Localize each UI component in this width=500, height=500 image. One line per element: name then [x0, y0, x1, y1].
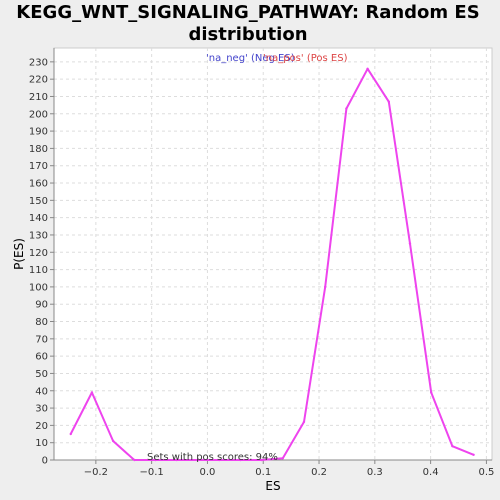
data-point [133, 458, 136, 462]
y-tick-label: 100 [29, 282, 48, 293]
x-axis-ticks: −0.2 −0.1 0.0 0.1 0.2 0.3 0.4 0.5 [84, 460, 494, 478]
x-tick-label: 0.4 [423, 467, 439, 478]
y-tick-label: 80 [35, 317, 48, 328]
series-line [69, 67, 474, 461]
y-tick-label: 230 [29, 57, 48, 68]
data-point [323, 285, 327, 289]
y-tick-label: 10 [35, 438, 48, 449]
y-tick-label: 160 [29, 179, 48, 190]
data-point [217, 458, 221, 462]
y-axis-ticks: 0 10 20 30 40 50 60 70 80 90 100 110 120 130 140 150 160… [29, 57, 54, 467]
data-point [408, 242, 412, 245]
y-tick-label: 150 [29, 196, 48, 207]
data-point [196, 458, 200, 462]
data-point [175, 458, 178, 462]
x-tick-label: 0.3 [367, 467, 383, 478]
y-axis-label: P(ES) [12, 238, 26, 270]
y-tick-label: 70 [35, 334, 48, 345]
y-tick-label: 140 [29, 213, 48, 224]
data-point [472, 453, 475, 457]
data-point [345, 107, 348, 110]
data-point [90, 391, 94, 394]
y-tick-label: 30 [35, 404, 48, 415]
y-tick-label: 130 [29, 230, 48, 241]
data-point [429, 391, 433, 394]
data-point [69, 432, 72, 436]
grid-lines [54, 48, 492, 460]
y-tick-label: 50 [35, 369, 48, 380]
data-point [366, 67, 369, 70]
data-point [154, 458, 157, 462]
legend-neg: 'na_neg' (Neg ES) [206, 53, 295, 64]
y-tick-label: 110 [29, 265, 48, 276]
data-point [302, 420, 306, 424]
data-point [451, 444, 454, 448]
x-tick-label: 0.1 [255, 467, 271, 478]
data-point [260, 458, 263, 462]
legend-pos: 'na_pos' (Pos ES) [263, 53, 348, 64]
x-tick-label: −0.2 [84, 467, 108, 478]
data-point [387, 100, 390, 103]
y-tick-label: 170 [29, 161, 48, 172]
x-tick-label: 0.0 [199, 467, 215, 478]
plot-area [53, 47, 493, 461]
x-tick-label: 0.5 [478, 467, 494, 478]
y-tick-label: 0 [42, 456, 48, 467]
y-tick-label: 200 [29, 109, 48, 120]
y-tick-label: 40 [35, 386, 48, 397]
y-tick-label: 190 [29, 127, 48, 138]
chart-title-line2: distribution [188, 24, 307, 45]
y-tick-label: 120 [29, 248, 48, 259]
x-tick-label: 0.2 [311, 467, 327, 478]
x-tick-label: −0.1 [139, 467, 163, 478]
y-tick-label: 90 [35, 300, 48, 311]
y-tick-label: 60 [35, 352, 48, 363]
chart-title-line1: KEGG_WNT_SIGNALING_PATHWAY: Random ES [16, 2, 479, 23]
series-layer [69, 67, 475, 462]
y-tick-label: 180 [29, 144, 48, 155]
data-point [111, 439, 115, 443]
pos-scores-annotation: Sets with pos scores: 94% [147, 452, 278, 463]
y-tick-label: 220 [29, 75, 48, 86]
data-point [239, 458, 242, 462]
y-tick-label: 20 [35, 421, 48, 432]
data-point [281, 457, 284, 460]
x-axis-label: ES [265, 479, 280, 493]
y-tick-label: 210 [29, 92, 48, 103]
